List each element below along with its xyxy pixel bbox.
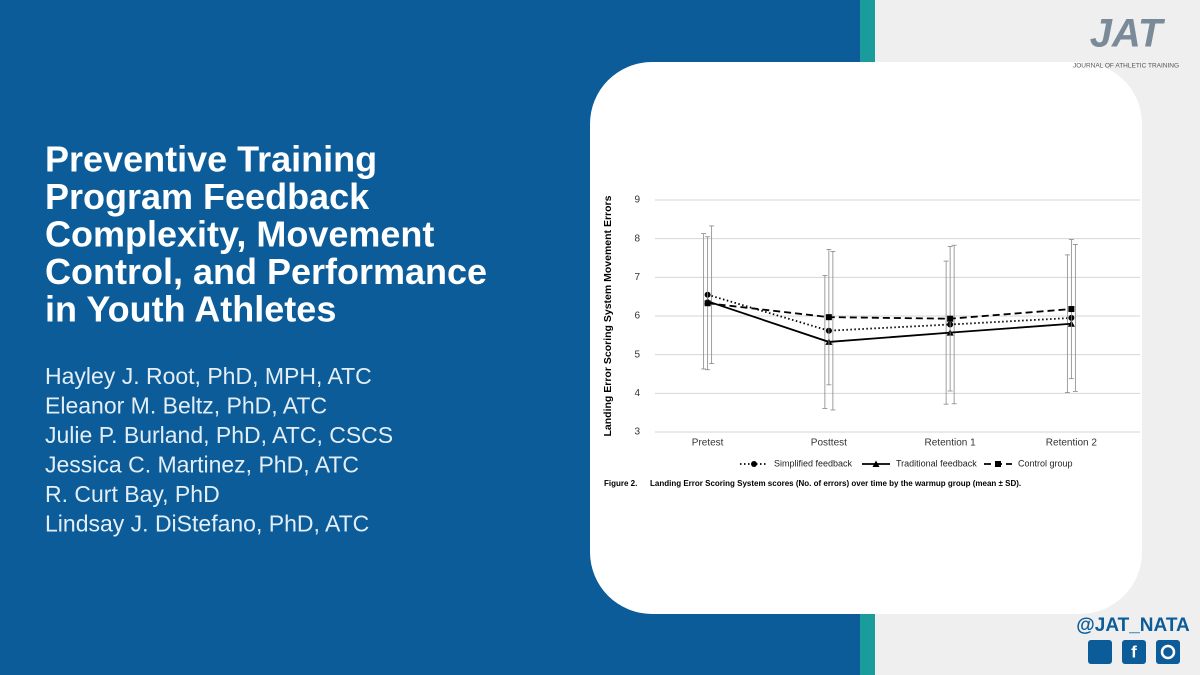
social-handle: @JAT_NATA [1076,615,1190,636]
logo-mark: JAT [1090,12,1166,56]
social-icons: f [1088,640,1180,664]
author: R. Curt Bay, PhD [45,481,220,507]
caption: Landing Error Scoring System scores (No.… [650,479,1021,488]
author: Hayley J. Root, PhD, MPH, ATC [45,363,372,389]
facebook-icon[interactable] [1122,640,1146,664]
legend-label: Control group [1018,458,1073,468]
author: Jessica C. Martinez, PhD, ATC [45,452,359,478]
y-tick-label: 4 [634,388,640,399]
marker [825,314,832,321]
caption-label: Figure 2. [604,479,637,488]
marker [1068,306,1075,313]
x-tick-label: Retention 2 [1046,438,1098,449]
marker [704,300,711,307]
y-tick-label: 5 [634,349,640,360]
instagram-icon[interactable] [1156,640,1180,664]
title-line: Preventive Training [45,139,377,180]
twitter-icon[interactable] [1088,640,1112,664]
facebook-glyph: f [1131,642,1137,661]
author: Julie P. Burland, PhD, ATC, CSCS [45,422,393,448]
y-tick-label: 8 [634,233,640,244]
series-line [707,302,1072,320]
x-tick-label: Posttest [811,438,847,449]
x-tick-label: Pretest [692,438,724,449]
series-line [707,293,1072,332]
title-line: Control, and Performance [45,251,487,292]
author: Eleanor M. Beltz, PhD, ATC [45,393,327,419]
y-tick-label: 9 [634,195,640,206]
title-line: in Youth Athletes [45,289,336,330]
marker [872,460,880,467]
chart-card [590,62,1142,614]
y-tick-label: 3 [634,427,640,438]
y-tick-label: 6 [634,311,640,322]
legend-label: Traditional feedback [896,458,977,468]
y-tick-label: 7 [634,272,640,283]
title-line: Complexity, Movement [45,214,434,255]
marker [995,461,1001,467]
legend-label: Simplified feedback [774,458,853,468]
y-axis-label: Landing Error Scoring System Movement Er… [602,195,614,436]
author: Lindsay J. DiStefano, PhD, ATC [45,511,369,537]
marker [751,461,757,467]
series-line [707,300,1072,343]
marker [947,315,954,322]
instagram-glyph [1160,644,1176,660]
title-line: Program Feedback [45,176,370,217]
logo-name: JOURNAL OF ATHLETIC TRAINING [1073,63,1179,70]
x-tick-label: Retention 1 [925,438,977,449]
